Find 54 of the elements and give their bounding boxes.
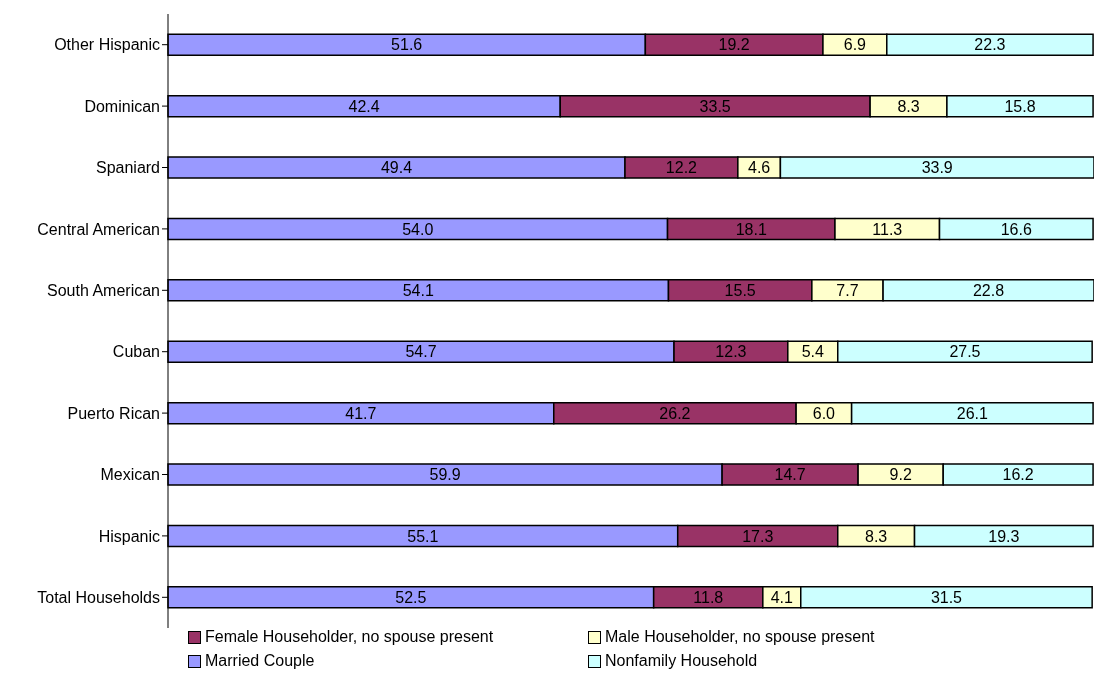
data-label: 15.8 — [1004, 97, 1036, 115]
data-label: 15.5 — [724, 282, 756, 300]
data-label: 6.9 — [843, 36, 867, 54]
y-tick-label: Dominican — [84, 97, 160, 115]
y-tick-label: Other Hispanic — [54, 36, 160, 54]
data-label: 54.7 — [405, 343, 437, 361]
data-label: 49.4 — [380, 159, 413, 177]
data-label: 6.0 — [812, 404, 836, 422]
y-tick-label: Hispanic — [98, 527, 160, 545]
legend-label: Male Householder, no spouse present — [605, 628, 875, 646]
data-label: 12.2 — [665, 159, 698, 177]
data-label: 26.2 — [659, 404, 691, 422]
data-label: 26.1 — [956, 404, 989, 422]
legend-label: Nonfamily Household — [605, 652, 758, 670]
data-label: 4.1 — [770, 589, 794, 607]
data-label: 9.2 — [889, 466, 912, 484]
y-tick-label: Mexican — [100, 466, 160, 484]
data-label: 17.3 — [742, 527, 774, 545]
data-label: 27.5 — [949, 343, 981, 361]
data-label: 33.9 — [921, 159, 953, 177]
y-tick-label: South American — [47, 281, 160, 299]
data-label: 52.5 — [395, 589, 427, 607]
y-tick-label: Total Households — [37, 588, 160, 606]
data-label: 19.2 — [718, 36, 750, 54]
y-tick-label: Puerto Rican — [67, 404, 160, 422]
y-tick-label: Cuban — [112, 343, 160, 361]
data-label: 12.3 — [715, 343, 747, 361]
data-label: 54.1 — [402, 282, 434, 300]
data-label: 54.0 — [402, 220, 434, 238]
y-tick-label: Spaniard — [95, 159, 160, 177]
data-label: 11.3 — [872, 220, 903, 238]
data-label: 18.1 — [735, 220, 767, 238]
data-label: 41.7 — [345, 404, 377, 422]
data-label: 7.7 — [836, 282, 859, 300]
data-label: 33.5 — [699, 97, 731, 115]
data-label: 31.5 — [930, 589, 963, 607]
data-label: 22.8 — [972, 282, 1005, 300]
data-label: 11.8 — [693, 589, 724, 607]
data-label: 16.2 — [1002, 466, 1034, 484]
data-label: 5.4 — [801, 343, 824, 361]
data-label: 8.3 — [897, 97, 920, 115]
data-label: 59.9 — [429, 466, 461, 484]
data-label: 51.6 — [391, 36, 423, 54]
legend-label: Married Couple — [205, 652, 315, 670]
data-label: 14.7 — [774, 466, 806, 484]
data-label: 8.3 — [865, 527, 888, 545]
data-label: 55.1 — [407, 527, 439, 545]
data-label: 4.6 — [748, 159, 771, 177]
y-tick-label: Central American — [37, 220, 160, 238]
data-label: 22.3 — [974, 36, 1006, 54]
data-label: 19.3 — [988, 527, 1020, 545]
data-label: 42.4 — [348, 97, 380, 115]
data-label: 16.6 — [1000, 220, 1032, 238]
legend-label: Female Householder, no spouse present — [205, 628, 494, 646]
